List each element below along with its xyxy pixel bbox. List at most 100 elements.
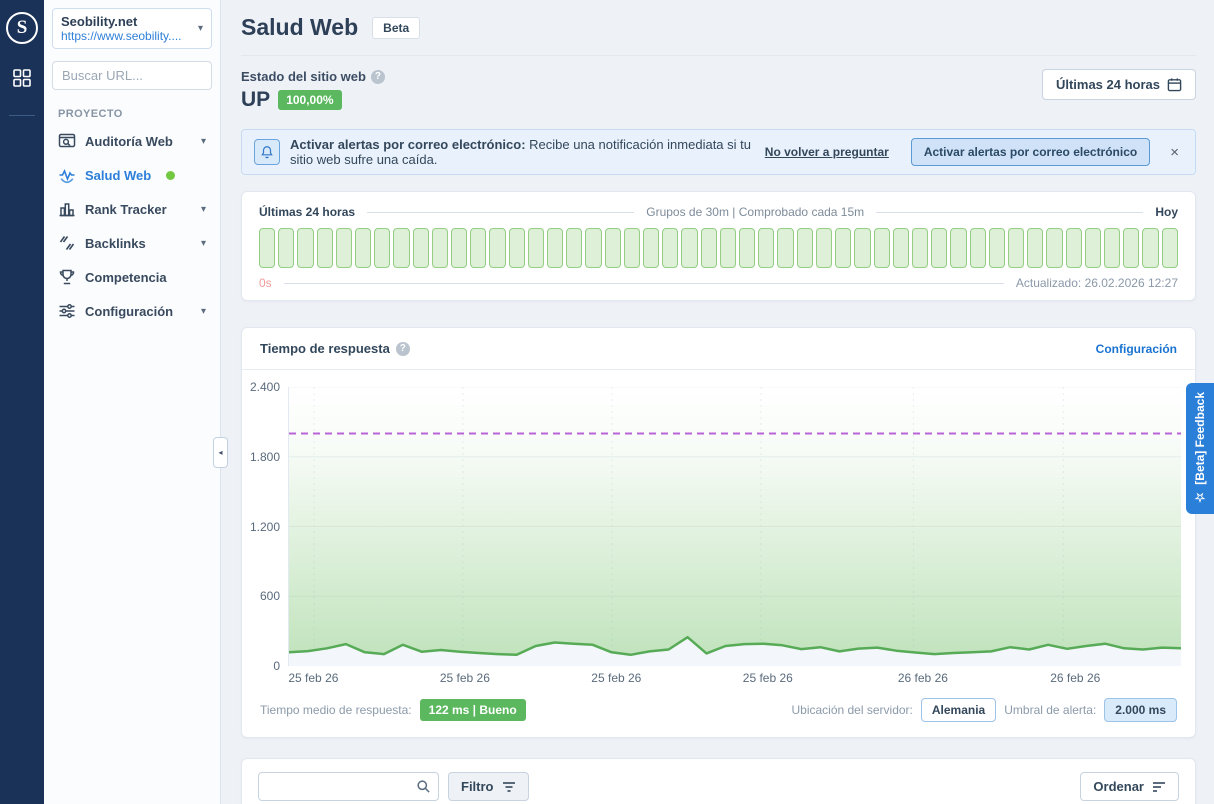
uptime-bar[interactable] — [1007, 228, 1025, 268]
uptime-bar[interactable] — [412, 228, 429, 268]
uptime-bar[interactable] — [355, 228, 372, 268]
uptime-bar[interactable] — [1046, 228, 1063, 268]
uptime-bar[interactable] — [547, 228, 564, 268]
sidebar-item-rank-tracker[interactable]: Rank Tracker ▾ — [44, 192, 220, 226]
email-alerts-banner: Activar alertas por correo electrónico: … — [241, 129, 1196, 175]
uptime-bar[interactable] — [777, 228, 794, 268]
uptime-bar[interactable] — [1084, 228, 1101, 268]
help-icon[interactable]: ? — [395, 341, 410, 356]
uptime-bar[interactable] — [911, 228, 929, 268]
beta-feedback-tab[interactable]: ☆ [Beta] Feedback — [1186, 383, 1214, 514]
uptime-bar[interactable] — [988, 228, 1005, 268]
time-range-button[interactable]: Últimas 24 horas — [1041, 69, 1196, 100]
alert-threshold-label: Umbral de alerta: — [1004, 703, 1097, 717]
chevron-down-icon: ▾ — [200, 305, 206, 317]
chevron-down-icon: ▾ — [197, 23, 203, 34]
uptime-bar[interactable] — [719, 228, 737, 268]
uptime-bar[interactable] — [892, 228, 909, 268]
uptime-bar[interactable] — [585, 228, 602, 268]
uptime-bar[interactable] — [931, 228, 948, 268]
main-content: Salud Web Beta Estado del sitio web ? UP… — [221, 0, 1214, 804]
activate-alerts-button[interactable]: Activar alertas por correo electrónico — [910, 138, 1151, 166]
dashboard-grid-icon[interactable] — [12, 68, 32, 93]
uptime-bar[interactable] — [604, 228, 621, 268]
y-axis-tick: 0 — [273, 659, 280, 673]
last-updated-label: Actualizado: 26.02.2026 12:27 — [1015, 276, 1178, 290]
uptime-bar[interactable] — [854, 228, 871, 268]
uptime-bar[interactable] — [374, 228, 391, 268]
x-axis-tick: 25 feb 26 — [591, 671, 642, 685]
rank-icon — [59, 203, 75, 217]
close-icon[interactable]: × — [1170, 143, 1179, 161]
help-icon[interactable]: ? — [370, 69, 385, 84]
seobility-logo[interactable]: S — [6, 12, 38, 44]
uptime-bar[interactable] — [1065, 228, 1082, 268]
sidebar-item-backlinks[interactable]: Backlinks ▾ — [44, 226, 220, 260]
sidebar-item-competencia[interactable]: Competencia — [44, 260, 220, 294]
chart-plot-area[interactable] — [288, 387, 1181, 666]
y-axis-tick: 1.800 — [249, 449, 280, 464]
uptime-bar[interactable] — [1027, 228, 1044, 268]
sidebar-item-configuracion[interactable]: Configuración ▾ — [44, 294, 220, 328]
avg-response-label: Tiempo medio de respuesta: — [260, 703, 412, 717]
uptime-bar[interactable] — [1161, 228, 1178, 268]
uptime-bar[interactable] — [431, 228, 449, 268]
uptime-bar[interactable] — [1142, 228, 1159, 268]
uptime-bar[interactable] — [1103, 228, 1121, 268]
uptime-bar[interactable] — [566, 228, 583, 268]
uptime-bar[interactable] — [297, 228, 314, 268]
calendar-icon — [1167, 78, 1182, 92]
x-axis-tick: 25 feb 26 — [288, 671, 339, 685]
filter-icon — [502, 781, 515, 792]
uptime-bar[interactable] — [815, 228, 833, 268]
y-axis-tick: 1.200 — [249, 519, 280, 534]
response-time-chart: 0 600 1.200 1.800 2.400 — [242, 370, 1195, 673]
uptime-range-label: Últimas 24 horas — [259, 205, 356, 219]
uptime-bar[interactable] — [643, 228, 660, 268]
filter-button[interactable]: Filtro — [448, 772, 529, 801]
uptime-bar[interactable] — [700, 228, 717, 268]
uptime-bar[interactable] — [758, 228, 775, 268]
uptime-bar[interactable] — [681, 228, 698, 268]
uptime-bar[interactable] — [527, 228, 545, 268]
uptime-bar[interactable] — [335, 228, 353, 268]
uptime-bar[interactable] — [950, 228, 967, 268]
uptime-bar[interactable] — [1123, 228, 1140, 268]
uptime-bar[interactable] — [739, 228, 756, 268]
uptime-bar[interactable] — [873, 228, 890, 268]
project-url[interactable]: https://www.seobility.... — [61, 29, 182, 43]
uptime-bar[interactable] — [316, 228, 333, 268]
sidebar-item-auditoria-web[interactable]: Auditoría Web ▾ — [44, 124, 220, 158]
uptime-bar[interactable] — [508, 228, 525, 268]
alert-threshold-button[interactable]: 2.000 ms — [1104, 698, 1177, 722]
uptime-bar[interactable] — [796, 228, 813, 268]
sidebar-item-salud-web[interactable]: Salud Web — [44, 158, 220, 192]
server-location-button[interactable]: Alemania — [920, 698, 997, 722]
x-axis-tick: 26 feb 26 — [1050, 671, 1101, 685]
chevron-down-icon: ▾ — [200, 135, 206, 147]
uptime-bar[interactable] — [489, 228, 506, 268]
uptime-bar[interactable] — [278, 228, 295, 268]
uptime-bar[interactable] — [623, 228, 641, 268]
configuration-link[interactable]: Configuración — [1095, 341, 1177, 356]
uptime-bar[interactable] — [470, 228, 487, 268]
project-selector[interactable]: Seobility.net https://www.seobility.... … — [52, 8, 212, 49]
uptime-bar[interactable] — [835, 228, 852, 268]
results-search-input[interactable] — [258, 772, 439, 801]
uptime-bar[interactable] — [451, 228, 468, 268]
uptime-bar[interactable] — [969, 228, 986, 268]
feedback-label: [Beta] Feedback — [1193, 392, 1207, 485]
sidebar-collapse-button[interactable]: ◂ — [213, 437, 228, 468]
audit-icon — [58, 133, 76, 148]
sort-button[interactable]: Ordenar — [1080, 772, 1179, 801]
health-icon — [59, 169, 75, 184]
url-search-input[interactable] — [52, 61, 212, 90]
uptime-bar[interactable] — [662, 228, 679, 268]
dont-ask-again-link[interactable]: No volver a preguntar — [764, 145, 889, 159]
uptime-card: Últimas 24 horas Grupos de 30m | Comprob… — [241, 191, 1196, 301]
search-icon — [417, 780, 430, 793]
uptime-bar[interactable] — [259, 228, 276, 268]
chevron-down-icon: ▾ — [200, 237, 206, 249]
uptime-bar[interactable] — [393, 228, 410, 268]
project-section-label: PROYECTO — [58, 108, 123, 120]
